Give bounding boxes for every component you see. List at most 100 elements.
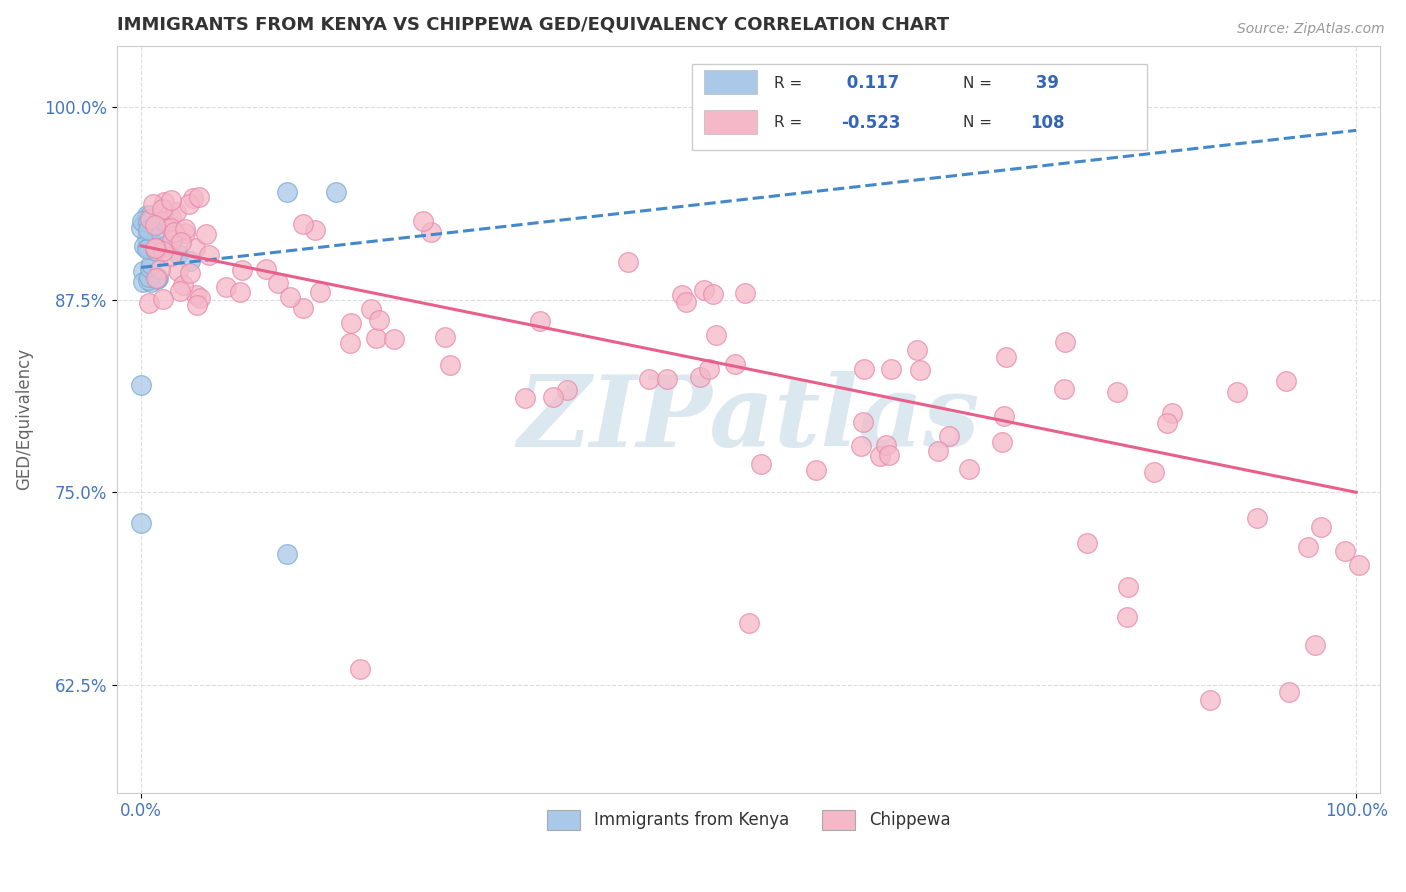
Point [529, 314, 551, 328]
Point [170, 235, 193, 249]
Point [1053, 334, 1076, 349]
Point [139, 225, 162, 239]
Text: ZIPatlas: ZIPatlas [517, 371, 980, 467]
Point [737, 616, 759, 631]
Point [150, 226, 173, 240]
Point [138, 236, 160, 251]
Point [1334, 544, 1357, 558]
Point [167, 264, 190, 278]
Point [231, 263, 253, 277]
Point [1348, 558, 1371, 572]
Point [214, 279, 236, 293]
Point [366, 330, 388, 344]
Text: 39: 39 [1031, 74, 1060, 92]
Point [160, 210, 183, 224]
Point [138, 295, 160, 310]
Text: Source: ZipAtlas.com: Source: ZipAtlas.com [1237, 22, 1385, 37]
Point [152, 202, 174, 216]
Point [138, 273, 160, 287]
Point [160, 194, 183, 208]
Text: N =: N = [963, 115, 993, 130]
Point [132, 276, 155, 290]
Text: 108: 108 [1031, 113, 1064, 132]
Point [291, 301, 314, 315]
Point [138, 260, 160, 275]
Point [368, 313, 391, 327]
Point [276, 547, 298, 561]
Point [994, 350, 1017, 364]
Point [160, 249, 183, 263]
Point [655, 372, 678, 386]
Point [135, 208, 157, 222]
Point [160, 233, 183, 247]
Point [136, 241, 159, 255]
Point [304, 223, 326, 237]
Point [136, 242, 159, 256]
Point [1226, 384, 1249, 399]
Point [139, 209, 162, 223]
Point [136, 231, 159, 245]
Point [153, 195, 176, 210]
Y-axis label: GED/Equivalency: GED/Equivalency [15, 348, 32, 491]
Point [145, 241, 167, 255]
Point [143, 219, 166, 233]
Point [1303, 638, 1326, 652]
Point [1156, 417, 1178, 431]
Point [136, 239, 159, 253]
Text: R =: R = [773, 76, 803, 90]
Point [1076, 535, 1098, 549]
Point [439, 358, 461, 372]
Point [169, 284, 191, 298]
Point [188, 291, 211, 305]
Point [135, 216, 157, 230]
Point [139, 257, 162, 271]
Text: IMMIGRANTS FROM KENYA VS CHIPPEWA GED/EQUIVALENCY CORRELATION CHART: IMMIGRANTS FROM KENYA VS CHIPPEWA GED/EQ… [117, 15, 949, 33]
Point [704, 327, 727, 342]
FancyBboxPatch shape [704, 70, 758, 95]
Point [638, 372, 661, 386]
Point [1246, 510, 1268, 524]
Point [412, 214, 434, 228]
Point [165, 228, 187, 243]
Point [938, 429, 960, 443]
Point [905, 343, 928, 357]
Point [155, 239, 177, 253]
Point [267, 276, 290, 290]
Point [724, 357, 747, 371]
Point [852, 362, 875, 376]
Point [132, 264, 155, 278]
Point [184, 241, 207, 255]
Point [325, 185, 347, 199]
Point [875, 438, 897, 452]
Point [129, 221, 152, 235]
Point [179, 267, 201, 281]
Point [749, 457, 772, 471]
Point [1105, 384, 1128, 399]
Point [693, 283, 716, 297]
Point [174, 221, 197, 235]
Point [276, 185, 298, 199]
Point [382, 332, 405, 346]
Point [165, 205, 187, 219]
Point [153, 202, 176, 216]
Point [291, 217, 314, 231]
Point [141, 196, 163, 211]
Point [146, 271, 169, 285]
Point [134, 217, 156, 231]
Point [433, 329, 456, 343]
Point [187, 189, 209, 203]
Point [675, 295, 697, 310]
Text: -0.523: -0.523 [841, 113, 900, 132]
Point [360, 302, 382, 317]
Point [513, 392, 536, 406]
Point [162, 225, 184, 239]
Point [1199, 693, 1222, 707]
Point [136, 223, 159, 237]
Point [617, 255, 640, 269]
Point [139, 276, 162, 290]
Point [1052, 382, 1074, 396]
Point [702, 287, 724, 301]
Point [339, 336, 361, 351]
Point [129, 516, 152, 530]
Point [143, 241, 166, 255]
